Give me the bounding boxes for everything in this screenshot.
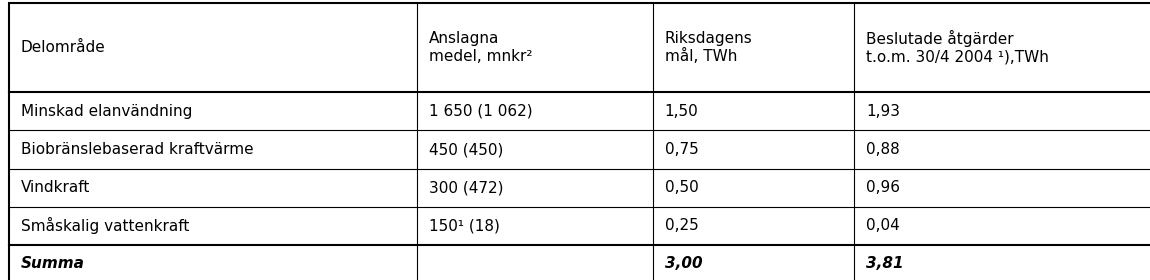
Text: 450 (450): 450 (450) [429,142,504,157]
Text: 0,50: 0,50 [665,180,698,195]
Text: Summa: Summa [21,256,85,271]
Text: 3,00: 3,00 [665,256,703,271]
Text: Anslagna
medel, mnkr²: Anslagna medel, mnkr² [429,31,532,64]
Text: Småskalig vattenkraft: Småskalig vattenkraft [21,217,189,234]
Text: 300 (472): 300 (472) [429,180,504,195]
Text: Vindkraft: Vindkraft [21,180,90,195]
Text: Riksdagens
mål, TWh: Riksdagens mål, TWh [665,31,752,64]
Text: Biobränslebaserad kraftvärme: Biobränslebaserad kraftvärme [21,142,253,157]
Text: 1 650 (1 062): 1 650 (1 062) [429,104,532,119]
Text: 0,75: 0,75 [665,142,698,157]
Text: 0,25: 0,25 [665,218,698,233]
Text: 150¹ (18): 150¹ (18) [429,218,500,233]
Text: 3,81: 3,81 [866,256,904,271]
Text: 0,96: 0,96 [866,180,900,195]
Text: Beslutade åtgärder
t.o.m. 30/4 2004 ¹),TWh: Beslutade åtgärder t.o.m. 30/4 2004 ¹),T… [866,31,1049,65]
Text: 0,04: 0,04 [866,218,899,233]
Text: Minskad elanvändning: Minskad elanvändning [21,104,192,119]
Text: 0,88: 0,88 [866,142,899,157]
Text: 1,50: 1,50 [665,104,698,119]
Text: 1,93: 1,93 [866,104,900,119]
Text: Delområde: Delområde [21,40,106,55]
